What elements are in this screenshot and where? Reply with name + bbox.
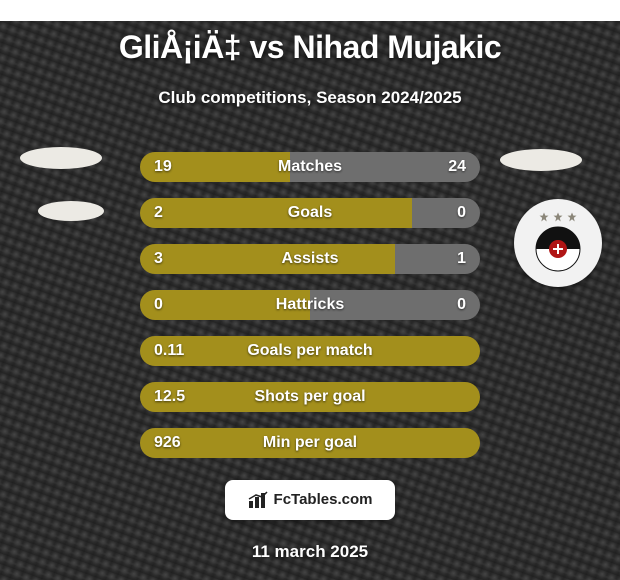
stat-label: Goals per match — [247, 336, 372, 366]
stat-left-value: 12.5 — [154, 382, 185, 412]
stat-right-value: 0 — [457, 290, 466, 320]
stats-container: 19 24 Matches 2 0 Goals 3 1 Assists 0 0 Hattricks 0.… — [0, 152, 620, 458]
stat-left-value: 0 — [154, 290, 163, 320]
stat-row: 926 Min per goal — [140, 428, 480, 458]
stat-row: 12.5 Shots per goal — [140, 382, 480, 412]
stat-label: Goals — [288, 198, 332, 228]
stat-left-value: 2 — [154, 198, 163, 228]
stat-right-value: 0 — [457, 198, 466, 228]
stat-row: 2 0 Goals — [140, 198, 480, 228]
stat-label: Matches — [278, 152, 342, 182]
stat-label: Shots per goal — [254, 382, 365, 412]
page-title: GliÅ¡iÄ‡ vs Nihad Mujakic — [0, 21, 620, 66]
footer-brand-text: FcTables.com — [274, 491, 373, 508]
stat-bar-right-fill — [395, 244, 480, 274]
stat-label: Min per goal — [263, 428, 357, 458]
stat-left-value: 0.11 — [154, 336, 184, 366]
stat-right-value: 1 — [457, 244, 466, 274]
stat-label: Assists — [282, 244, 339, 274]
footer-brand-badge[interactable]: FcTables.com — [225, 480, 395, 520]
stat-label: Hattricks — [276, 290, 344, 320]
stat-left-value: 19 — [154, 152, 172, 182]
stat-bar-left-fill — [140, 198, 412, 228]
stat-bar-right-fill — [412, 198, 480, 228]
stat-row: 0 0 Hattricks — [140, 290, 480, 320]
stat-bar-left-fill — [140, 244, 395, 274]
stat-row: 19 24 Matches — [140, 152, 480, 182]
stat-row: 3 1 Assists — [140, 244, 480, 274]
stat-row: 0.11 Goals per match — [140, 336, 480, 366]
date-text: 11 march 2025 — [0, 542, 620, 562]
stat-left-value: 3 — [154, 244, 163, 274]
chart-icon — [248, 491, 268, 509]
stat-left-value: 926 — [154, 428, 181, 458]
stat-right-value: 24 — [448, 152, 466, 182]
subtitle: Club competitions, Season 2024/2025 — [0, 88, 620, 108]
